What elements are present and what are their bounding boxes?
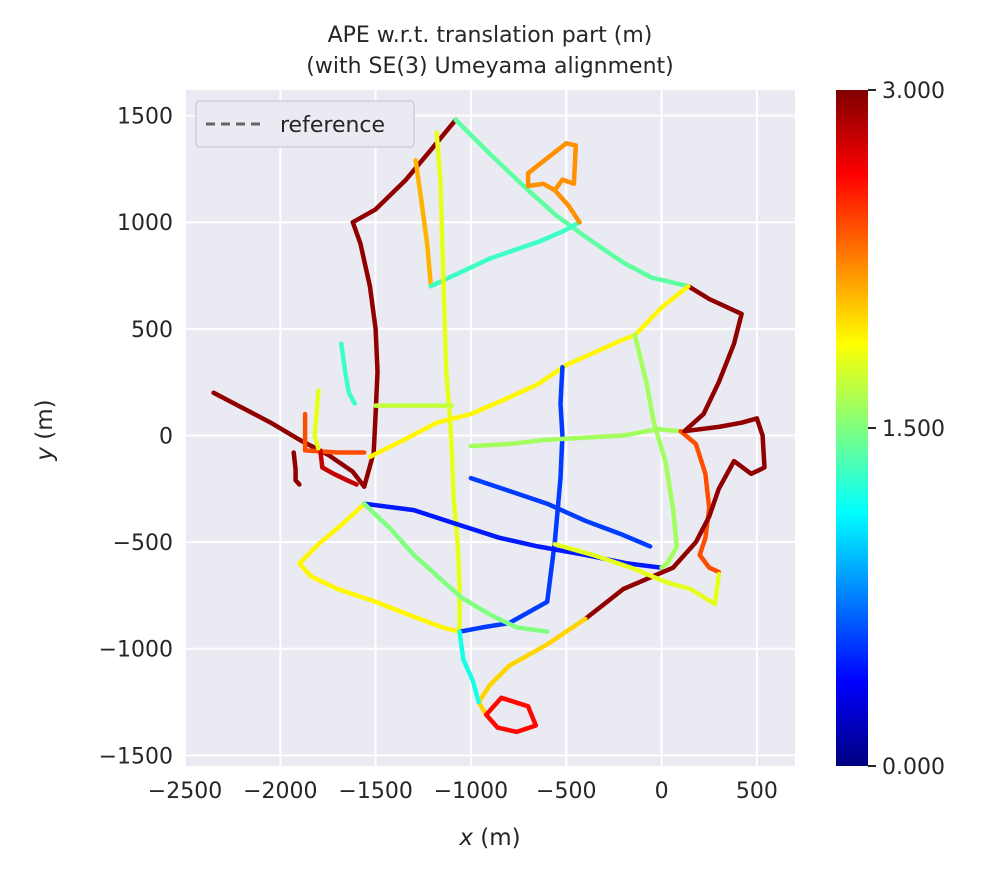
chart-title-line-1: APE w.r.t. translation part (m) [328,23,653,48]
trajectory-segment-north-cross [428,219,582,289]
trajectory-segments [211,117,767,735]
trajectory-segment-north-road [413,158,434,289]
x-tick-label: −500 [536,779,596,804]
trajectory-segment-south-link-right [476,616,588,718]
y-tick-label: 1000 [117,211,173,236]
x-tick-label: 500 [736,779,778,804]
trajectory-segment-central-crossing [367,283,691,460]
x-tick-label: −2500 [148,779,222,804]
colorbar-ticks: 0.000 1.500 3.000 [868,79,945,780]
trajectory-segment-south-west-arc [297,503,462,634]
y-tick-label: −500 [113,531,173,556]
trajectory-segment-west-spur [211,390,367,489]
colorbar-tick-label: 1.500 [882,417,945,442]
y-tick-label: 1500 [117,105,173,130]
trajectory-segment-west-inner [361,501,550,634]
y-tick-label: −1500 [99,744,173,769]
x-axis-title: x (m) [458,825,520,851]
legend-box [195,100,415,148]
trajectory-segment-south-diagonal-blue-2 [468,475,653,549]
legend: reference [195,100,415,148]
y-axis-title: y (m) [32,399,58,461]
trajectory-segment-south-drop [457,629,481,705]
colorbar-tick-label: 3.000 [882,79,945,104]
x-tick-label: −1500 [338,779,412,804]
trajectory-segment-west-boulevard [350,117,458,489]
chart-title-line-2: (with SE(3) Umeyama alignment) [306,54,673,79]
trajectory-segment-west-tall-spur [339,341,357,406]
colorbar: 0.000 1.500 3.000 [836,79,945,780]
trajectory-segment-west-small-network [302,411,367,455]
x-tick-labels: −2500 −2000 −1500 −1000 −500 0 500 [148,779,778,804]
y-tick-labels: −1500 −1000 −500 0 500 1000 1500 [99,105,173,770]
trajectory-segment-west-small-bar [312,388,321,451]
trajectory-segment-northeast-loop [525,141,582,225]
y-tick-label: 500 [131,318,173,343]
y-tick-label: 0 [159,424,173,449]
trajectory-segment-southeast-road [552,541,722,607]
colorbar-tick-label: 0.000 [882,755,945,780]
x-tick-label: 0 [655,779,669,804]
x-tick-label: −2000 [243,779,317,804]
trajectory-segment-south-bottom-loop [483,695,539,735]
legend-label-reference: reference [280,113,385,138]
trajectory-segment-northeast-corner [682,283,744,434]
trajectory-segment-west-tiny [291,450,302,487]
trajectory-segment-east-loop-far [583,416,767,622]
trajectory-segment-west-small-spur [318,448,359,487]
colorbar-gradient [836,90,868,766]
trajectory-segment-east-curve [632,332,680,570]
y-tick-label: −1000 [99,638,173,663]
x-tick-label: −1000 [434,779,508,804]
